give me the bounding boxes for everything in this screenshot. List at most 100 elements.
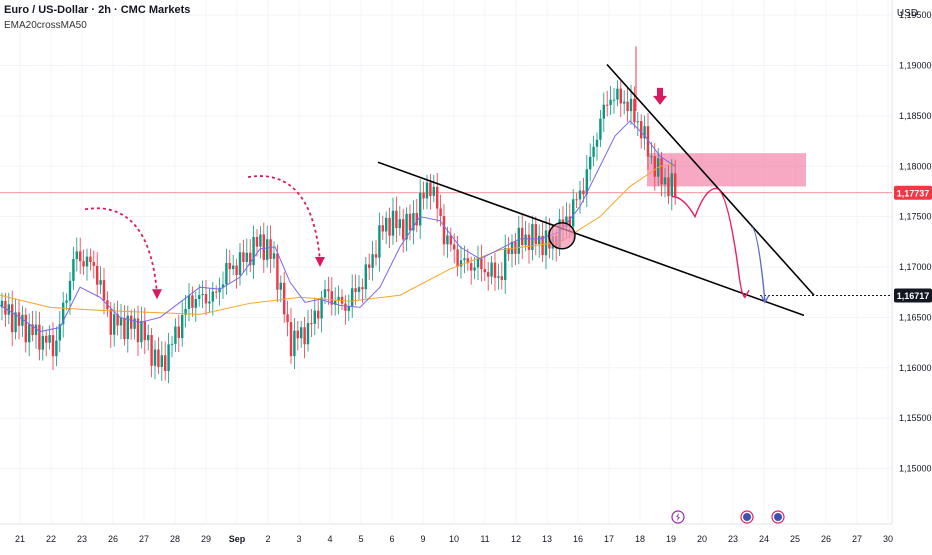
candle-body[interactable]	[7, 304, 10, 315]
candle-body[interactable]	[17, 312, 21, 326]
candle-body[interactable]	[402, 219, 405, 240]
candle-body[interactable]	[504, 248, 507, 280]
candle-body[interactable]	[48, 335, 51, 343]
candle-body[interactable]	[334, 300, 337, 305]
candle-body[interactable]	[34, 324, 38, 336]
candle-body[interactable]	[398, 219, 401, 229]
candle-body[interactable]	[123, 318, 126, 339]
candle-body[interactable]	[429, 182, 432, 196]
candle-body[interactable]	[572, 199, 575, 227]
candle-body[interactable]	[408, 213, 412, 231]
candle-body[interactable]	[133, 318, 136, 329]
candle-body[interactable]	[201, 293, 204, 296]
candle-body[interactable]	[296, 330, 299, 339]
candle-body[interactable]	[283, 282, 286, 315]
candle-body[interactable]	[238, 252, 242, 275]
candle-body[interactable]	[480, 258, 483, 270]
candle-body[interactable]	[262, 234, 265, 260]
candle-body[interactable]	[623, 101, 626, 104]
candle-body[interactable]	[374, 254, 378, 258]
candle-body[interactable]	[524, 234, 527, 246]
candle-body[interactable]	[221, 284, 225, 288]
candle-body[interactable]	[667, 177, 670, 197]
candle-body[interactable]	[317, 310, 320, 319]
candle-body[interactable]	[276, 253, 279, 290]
resistance-trendline[interactable]	[606, 63, 815, 296]
candle-body[interactable]	[194, 299, 197, 308]
candle-body[interactable]	[51, 335, 55, 357]
candle-body[interactable]	[167, 344, 170, 372]
candle-body[interactable]	[140, 320, 143, 343]
candle-body[interactable]	[476, 258, 480, 268]
indicator-label[interactable]: EMA20crossMA50	[4, 20, 87, 31]
candle-body[interactable]	[157, 349, 160, 367]
supply-zone[interactable]	[647, 153, 806, 187]
candle-body[interactable]	[466, 258, 469, 264]
candle-body[interactable]	[45, 335, 48, 343]
candle-body[interactable]	[232, 265, 235, 270]
candle-body[interactable]	[592, 146, 595, 157]
candle-body[interactable]	[493, 262, 497, 278]
candle-body[interactable]	[177, 326, 180, 338]
candle-body[interactable]	[38, 324, 41, 350]
candle-body[interactable]	[470, 263, 473, 271]
candle-body[interactable]	[609, 99, 612, 105]
candle-body[interactable]	[442, 216, 446, 245]
candle-body[interactable]	[653, 156, 656, 177]
candle-body[interactable]	[255, 236, 259, 247]
candle-body[interactable]	[670, 173, 673, 197]
candle-body[interactable]	[351, 288, 354, 307]
candle-body[interactable]	[198, 295, 201, 300]
candle-body[interactable]	[381, 225, 384, 232]
candle-body[interactable]	[446, 235, 449, 245]
candle-body[interactable]	[674, 173, 677, 197]
candle-body[interactable]	[646, 126, 650, 157]
candle-body[interactable]	[320, 297, 323, 319]
candle-body[interactable]	[126, 315, 129, 339]
candle-body[interactable]	[99, 280, 102, 285]
candle-body[interactable]	[116, 314, 119, 326]
candle-body[interactable]	[517, 227, 520, 254]
candle-body[interactable]	[14, 312, 17, 333]
candle-body[interactable]	[136, 318, 140, 343]
candle-body[interactable]	[31, 324, 34, 336]
candle-body[interactable]	[65, 300, 68, 303]
candle-body[interactable]	[643, 126, 646, 139]
candle-body[interactable]	[541, 235, 544, 256]
candle-body[interactable]	[85, 256, 89, 267]
candle-body[interactable]	[109, 309, 112, 335]
candle-body[interactable]	[368, 264, 371, 268]
candle-body[interactable]	[361, 287, 364, 290]
candle-body[interactable]	[527, 234, 531, 250]
candle-body[interactable]	[456, 249, 459, 267]
candle-body[interactable]	[102, 280, 106, 301]
candle-body[interactable]	[490, 262, 493, 277]
candle-body[interactable]	[79, 251, 82, 262]
candle-body[interactable]	[612, 99, 616, 101]
candle-body[interactable]	[619, 88, 622, 104]
candle-body[interactable]	[242, 252, 245, 262]
candle-body[interactable]	[534, 224, 537, 245]
candle-body[interactable]	[323, 289, 327, 298]
candle-body[interactable]	[147, 335, 150, 341]
candle-body[interactable]	[187, 295, 191, 309]
support-trendline[interactable]	[377, 161, 805, 317]
candle-body[interactable]	[4, 300, 7, 315]
candle-body[interactable]	[565, 216, 568, 228]
candle-body[interactable]	[436, 186, 439, 209]
candle-body[interactable]	[391, 210, 395, 236]
candle-body[interactable]	[388, 217, 391, 236]
candle-body[interactable]	[143, 320, 146, 341]
event-bolt-icon[interactable]	[671, 510, 685, 524]
candle-body[interactable]	[24, 314, 27, 343]
candle-body[interactable]	[21, 314, 24, 326]
candle-body[interactable]	[89, 256, 92, 263]
candle-body[interactable]	[174, 326, 177, 344]
candle-body[interactable]	[252, 236, 255, 266]
candle-body[interactable]	[575, 199, 578, 201]
candle-body[interactable]	[259, 234, 262, 247]
candle-body[interactable]	[629, 98, 633, 112]
candle-body[interactable]	[544, 230, 548, 256]
